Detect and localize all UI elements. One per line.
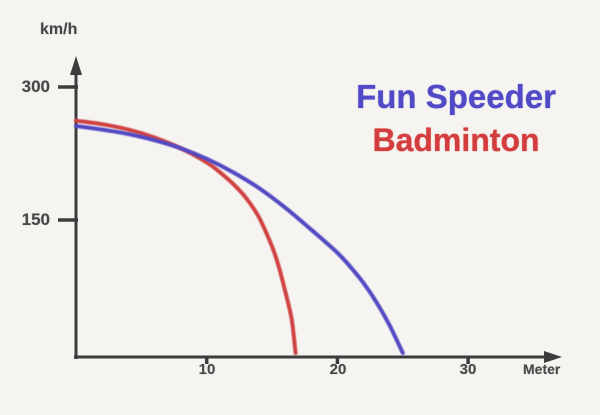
x-tick-label-20: 20 — [329, 361, 347, 378]
y-axis-arrow-icon — [70, 56, 82, 75]
series-curve-badminton — [74, 118, 298, 355]
x-axis-unit-label: Meter — [523, 361, 561, 377]
series-curve-fun-speeder — [74, 124, 405, 355]
legend-item-badminton: Badminton — [372, 122, 540, 158]
y-axis-unit-label: km/h — [40, 21, 78, 38]
legend: Fun Speeder Badminton — [330, 80, 582, 156]
x-tick-label-10: 10 — [198, 361, 216, 378]
y-tick-label-300: 300 — [21, 77, 50, 96]
y-tick-label-150: 150 — [21, 210, 50, 229]
legend-item-fun-speeder: Fun Speeder — [356, 78, 556, 115]
x-axis-arrow-icon — [544, 351, 562, 363]
x-tick-label-30: 30 — [459, 361, 477, 378]
